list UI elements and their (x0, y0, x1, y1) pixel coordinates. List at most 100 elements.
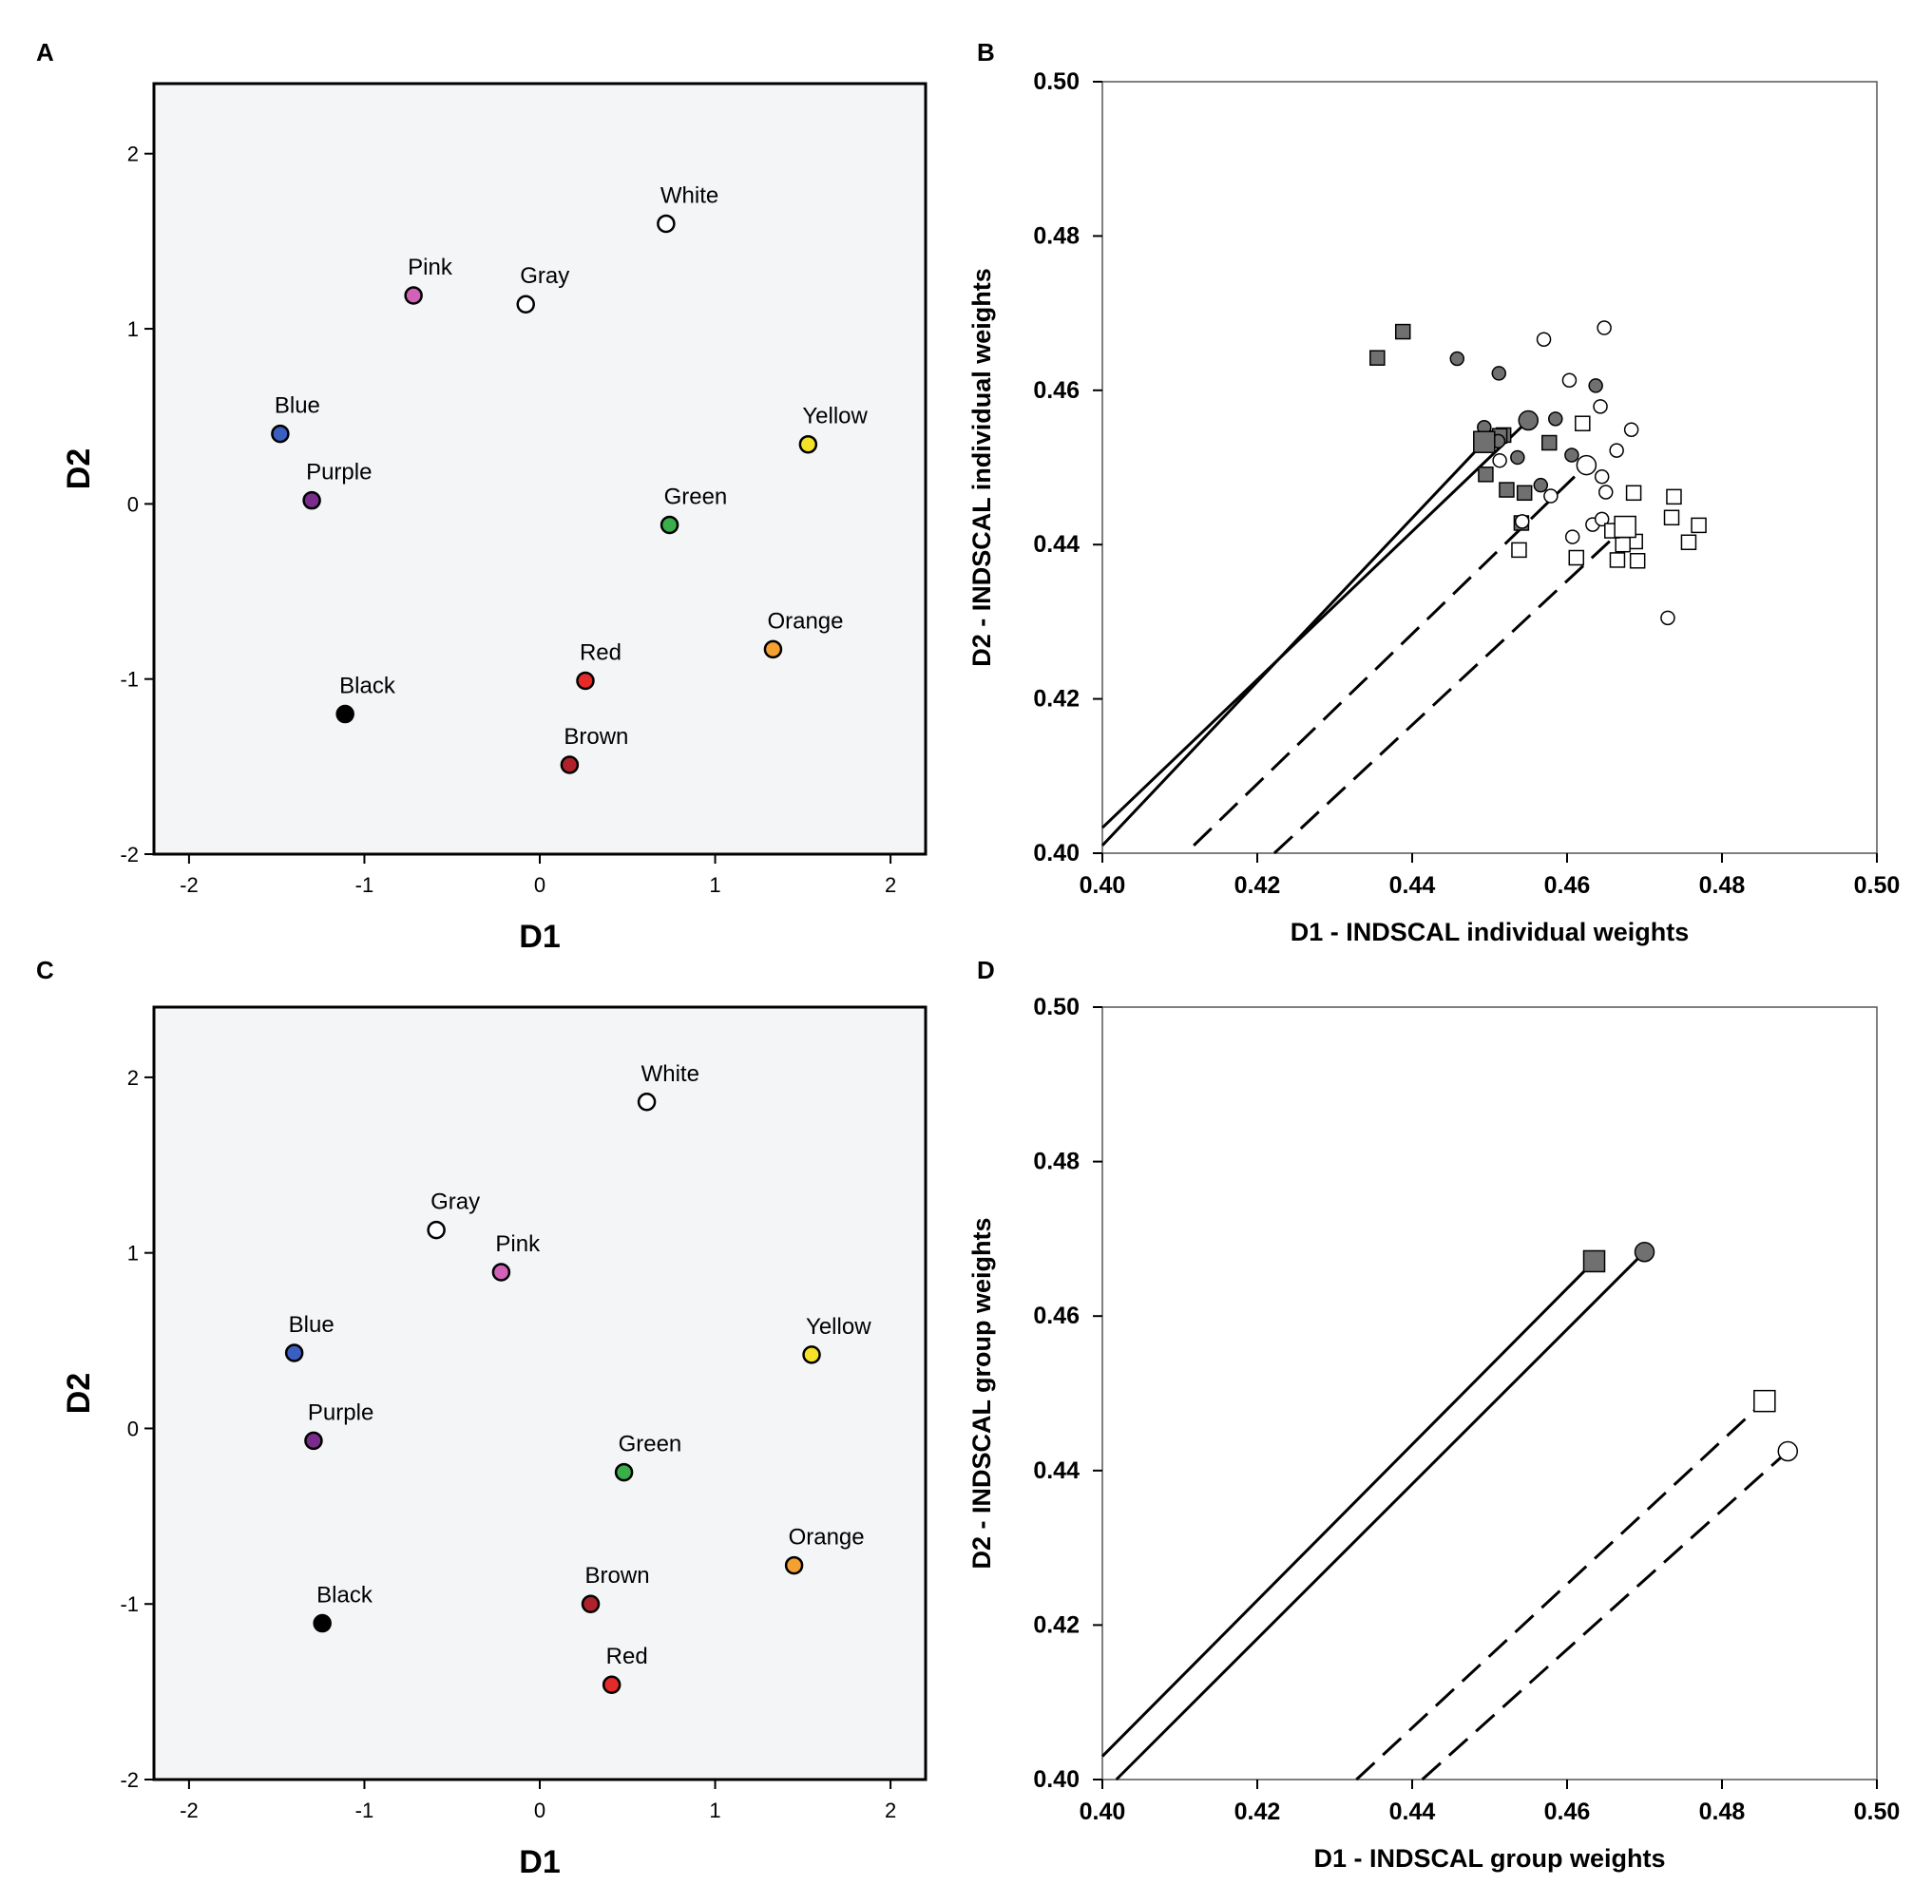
data-point (1536, 332, 1552, 347)
panel-d: D 0.40 0.42 0.44 0.46 0.48 0.50 0.40 0.42 0.44 0.4… (967, 956, 1900, 1873)
point-gray (516, 295, 535, 314)
centroid-marker (1614, 515, 1636, 539)
y-tick-label: -2 (120, 843, 139, 866)
x-tick-label: 0 (534, 1799, 545, 1822)
centroid-marker (1576, 454, 1597, 476)
point-label: Yellow (802, 404, 868, 429)
solid-line (1100, 419, 1530, 829)
y-axis-label: D2 - INDSCAL group weights (967, 1217, 996, 1569)
data-point (1449, 351, 1465, 367)
y-tick-label: 0.48 (1033, 222, 1080, 249)
data-point (1634, 1241, 1655, 1263)
data-point (1594, 511, 1610, 527)
point-label: Purple (306, 460, 372, 486)
point-red (602, 1675, 622, 1694)
point-blue (284, 1343, 304, 1362)
point-label: Pink (408, 255, 453, 280)
data-point (1777, 1440, 1799, 1462)
y-tick-label: 1 (127, 317, 139, 341)
data-point (1615, 536, 1631, 553)
point-white (637, 1093, 657, 1112)
point-label: Yellow (806, 1314, 871, 1340)
x-tick-label: 0.50 (1854, 1799, 1901, 1825)
x-tick-label: 0.42 (1234, 872, 1281, 899)
centroid-marker (1518, 409, 1539, 431)
y-tick-label: -1 (120, 1592, 139, 1616)
data-point (1543, 488, 1559, 504)
x-tick-label: -1 (355, 873, 374, 897)
data-point (1568, 549, 1585, 566)
point-orange (784, 1555, 804, 1575)
point-label: Blue (275, 393, 320, 419)
point-label: Red (580, 640, 622, 666)
data-point (1625, 485, 1642, 502)
data-point (1597, 320, 1612, 335)
solid-line (1100, 441, 1485, 847)
y-axis-label: D2 (61, 448, 97, 489)
data-point (1609, 552, 1626, 568)
y-tick-label: 2 (127, 143, 139, 166)
x-tick-label: 1 (709, 1799, 720, 1822)
data-point (1660, 610, 1675, 626)
point-pink (491, 1263, 511, 1282)
x-tick-label: 0.40 (1080, 1799, 1126, 1825)
panel-letter: D (977, 956, 995, 984)
data-point (1575, 415, 1591, 431)
data-point (1492, 452, 1507, 468)
panel-letter: C (36, 956, 54, 984)
point-label: Black (316, 1583, 373, 1609)
y-tick-label: 0.50 (1033, 994, 1080, 1020)
panel-a: A -2 -1 0 1 2 -2 -1 0 1 2 D1 D2 White Pink Gray Blue Yell… (36, 38, 928, 955)
data-point (1564, 447, 1579, 463)
x-tick-label: 2 (885, 1799, 896, 1822)
data-point (1511, 542, 1527, 559)
x-tick-label: 1 (709, 873, 720, 897)
y-axis-label: D2 - INDSCAL individual weights (967, 268, 996, 667)
data-point (1588, 378, 1603, 393)
y-tick-label: -1 (120, 668, 139, 692)
y-tick-label: 2 (127, 1066, 139, 1090)
point-pink (404, 286, 423, 305)
x-tick-label: 0.40 (1080, 872, 1126, 899)
x-tick-label: 0.44 (1389, 872, 1436, 899)
x-tick-label: 0.44 (1389, 1799, 1436, 1825)
point-blue (271, 424, 290, 444)
point-label: Blue (289, 1312, 335, 1338)
x-tick-label: 0.46 (1544, 872, 1591, 899)
point-red (576, 671, 595, 691)
data-point (1516, 485, 1533, 502)
data-point (1753, 1389, 1776, 1413)
y-tick-label: 0.44 (1033, 531, 1080, 558)
point-label: Gray (430, 1190, 480, 1215)
data-point (1561, 372, 1578, 388)
y-tick-label: 0 (127, 492, 139, 516)
y-tick-label: 0.48 (1033, 1149, 1080, 1175)
point-label: Black (339, 674, 396, 699)
data-point (1541, 434, 1558, 451)
point-white (657, 214, 676, 234)
point-label: White (660, 182, 718, 208)
point-label: White (641, 1061, 699, 1087)
x-tick-label: 0.42 (1234, 1799, 1281, 1825)
x-tick-label: 0.46 (1544, 1799, 1591, 1825)
panel-b: B 0.40 0.42 0.44 0.46 0.48 0.50 0.40 0.42 0.44 0.4… (967, 38, 1900, 946)
data-point (1666, 488, 1682, 505)
point-label: Orange (767, 608, 843, 634)
data-point (1691, 517, 1707, 534)
data-point (1623, 422, 1639, 437)
point-label: Red (606, 1644, 648, 1669)
point-gray (427, 1220, 446, 1240)
data-point (1478, 466, 1494, 483)
solid-line (1115, 1250, 1646, 1781)
point-brown (560, 755, 580, 774)
centroid-marker (1473, 430, 1496, 453)
point-green (660, 515, 679, 535)
x-tick-label: -2 (180, 873, 199, 897)
data-point (1499, 482, 1515, 498)
data-point (1514, 514, 1530, 529)
y-axis-label: D2 (61, 1373, 97, 1414)
x-tick-label: 0.48 (1699, 1799, 1746, 1825)
y-tick-label: 0.46 (1033, 1303, 1080, 1329)
x-axis-label: D1 - INDSCAL individual weights (1291, 918, 1690, 946)
